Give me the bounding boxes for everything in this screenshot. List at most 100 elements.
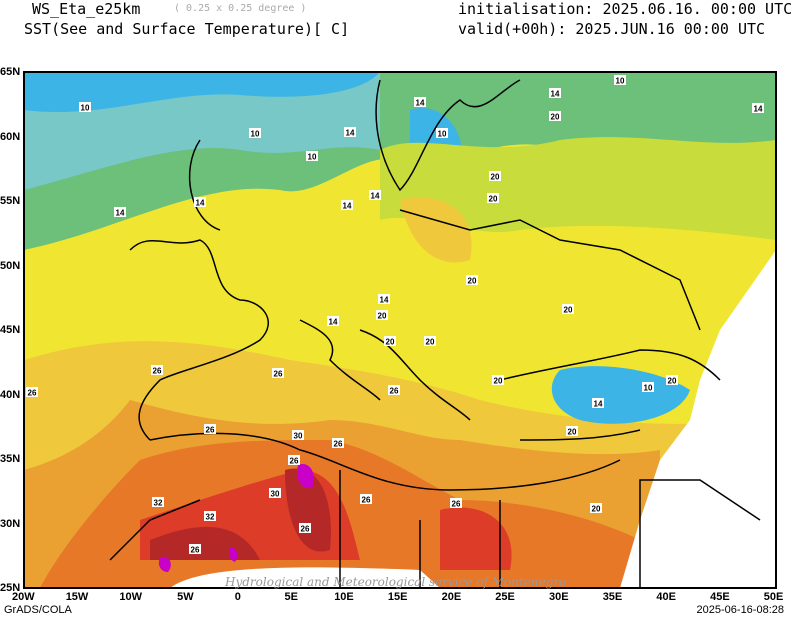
lat-tick: 25N [0,582,21,594]
contour-label-bg [114,207,126,217]
contour-label: 20 [551,113,560,122]
contour-label: 20 [494,377,503,386]
contour-label: 26 [334,440,343,449]
lon-tick: 10E [334,591,354,603]
contour-label: 20 [568,428,577,437]
contour-label: 20 [386,338,395,347]
contour-label-bg [642,382,654,392]
contour-label-bg [360,494,372,504]
contour-label: 26 [362,496,371,505]
contour-label-bg [79,102,91,112]
contour-label: 26 [191,546,200,555]
lat-tick: 45N [0,324,21,336]
contour-label: 10 [81,104,90,113]
lon-tick: 25E [495,591,515,603]
lon-tick: 45E [710,591,730,603]
contour-label: 20 [592,505,601,514]
contour-label-bg [189,544,201,554]
contour-label: 14 [116,209,125,218]
contour-label-bg [327,316,339,326]
contour-label-bg [492,375,504,385]
contour-label: 26 [290,457,299,466]
lon-tick: 0 [234,591,241,603]
contour-label-bg [466,275,478,285]
contour-label-bg [614,75,626,85]
contour-label: 14 [380,296,389,305]
contour-label-bg [272,368,284,378]
contour-label: 14 [329,318,338,327]
contour-label: 20 [489,195,498,204]
no-data-south [170,567,440,588]
lon-tick: 5W [177,591,194,603]
contour-label: 14 [343,202,352,211]
contour-label: 26 [301,525,310,534]
contour-label: 30 [294,432,303,441]
contour-label: 20 [468,277,477,286]
contour-label: 32 [154,499,163,508]
contour-label-bg [299,523,311,533]
contour-label-bg [388,385,400,395]
lon-tick: 5E [284,591,298,603]
contour-label: 26 [206,426,215,435]
contour-label-bg [562,304,574,314]
zone-blackseа [551,366,690,424]
contour-label: 20 [491,173,500,182]
contour-label: 10 [251,130,260,139]
lat-tick: 60N [0,130,21,143]
contour-label: 14 [371,192,380,201]
contour-label: 26 [28,389,37,398]
lat-tick: 40N [0,388,21,401]
contour-label-bg [151,365,163,375]
resolution-note: ( 0.25 x 0.25 degree ) [174,3,307,14]
sst-field [24,72,776,588]
contour-label-bg [204,511,216,521]
contour-label-bg [369,190,381,200]
zone-blue [24,72,380,113]
contour-label-bg [590,503,602,513]
lat-tick: 30N [0,517,21,530]
lon-tick: 50E [763,591,784,603]
lat-tick: 55N [0,195,21,207]
footer-timestamp: 2025-06-16-08:28 [696,604,784,616]
contour-label-bg [384,336,396,346]
coastlines [109,79,761,588]
contour-label-bg [489,171,501,181]
contour-label: 26 [153,367,162,376]
contour-label-bg [344,127,356,137]
contour-label-bg [424,336,436,346]
model-name: WS_Eta_e25km [32,0,141,18]
zone-gold-central [400,197,472,263]
zone-lime [380,137,776,240]
contour-label-bg [592,398,604,408]
lat-tick: 50N [0,259,21,272]
zone-magenta [158,464,315,572]
contour-label-bg [487,193,499,203]
contour-label-bg [292,430,304,440]
contour-label: 26 [452,500,461,509]
contour-label-bg [269,488,281,498]
contour-label-bg [752,103,764,113]
no-data-region [620,250,776,588]
contour-label-bg [194,197,206,207]
contour-labels: 10 10 10 10 14 14 14 10 14 14 20 14 14 14 20 14 20 20 20 20… [26,75,764,555]
contour-label-bg [288,455,300,465]
contour-label-bg [414,97,426,107]
contour-label-bg [378,294,390,304]
variable-title: SST(See and Surface Temperature)[ C] [24,20,350,38]
contour-label-bg [306,151,318,161]
contour-label-bg [436,128,448,138]
valid-time: valid(+00h): 2025.JUN.16 00:00 UTC [458,20,766,38]
contour-label: 14 [594,400,603,409]
contour-label-bg [332,438,344,448]
contour-label-bg [26,387,38,397]
contour-label: 26 [274,370,283,379]
contour-label: 14 [346,129,355,138]
contour-label: 10 [438,130,447,139]
contour-label-bg [549,88,561,98]
contour-label: 30 [271,490,280,499]
watermark: Hydrological and Meteorological service … [225,575,567,589]
lon-tick: 20E [441,591,462,603]
contour-label: 14 [551,90,560,99]
